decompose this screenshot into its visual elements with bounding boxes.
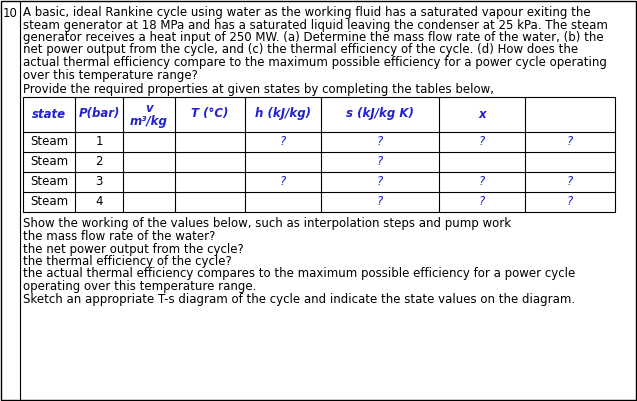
Text: x: x: [478, 107, 486, 120]
Text: 1: 1: [96, 135, 103, 148]
Bar: [23, 97, 615, 211]
Text: over this temperature range?: over this temperature range?: [23, 69, 198, 81]
Text: 2: 2: [96, 155, 103, 168]
Text: ?: ?: [479, 195, 485, 208]
Text: Steam: Steam: [30, 195, 68, 208]
Text: Steam: Steam: [30, 135, 68, 148]
Text: ?: ?: [567, 175, 573, 188]
Text: ?: ?: [377, 175, 383, 188]
Text: the mass flow rate of the water?: the mass flow rate of the water?: [23, 230, 215, 243]
Text: the actual thermal efficiency compares to the maximum possible efficiency for a : the actual thermal efficiency compares t…: [23, 267, 575, 281]
Text: actual thermal efficiency compare to the maximum possible efficiency for a power: actual thermal efficiency compare to the…: [23, 56, 607, 69]
Text: 3: 3: [96, 175, 103, 188]
Text: v: v: [145, 103, 153, 115]
Text: steam generator at 18 MPa and has a saturated liquid leaving the condenser at 25: steam generator at 18 MPa and has a satu…: [23, 18, 608, 32]
Text: ?: ?: [377, 155, 383, 168]
Text: 10: 10: [3, 7, 18, 20]
Text: m³/kg: m³/kg: [130, 115, 168, 128]
Text: ?: ?: [479, 175, 485, 188]
Text: operating over this temperature range.: operating over this temperature range.: [23, 280, 256, 293]
Text: the thermal efficiency of the cycle?: the thermal efficiency of the cycle?: [23, 255, 232, 268]
Text: ?: ?: [377, 195, 383, 208]
Text: P(bar): P(bar): [78, 107, 120, 120]
Text: ?: ?: [479, 135, 485, 148]
Text: ?: ?: [567, 195, 573, 208]
Text: T (°C): T (°C): [191, 107, 229, 120]
Text: h (kJ/kg): h (kJ/kg): [255, 107, 311, 120]
Text: the net power output from the cycle?: the net power output from the cycle?: [23, 243, 244, 255]
Text: state: state: [32, 107, 66, 120]
Text: ?: ?: [377, 135, 383, 148]
Text: Show the working of the values below, such as interpolation steps and pump work: Show the working of the values below, su…: [23, 217, 511, 231]
Text: ?: ?: [280, 175, 286, 188]
Text: generator receives a heat input of 250 MW. (a) Determine the mass flow rate of t: generator receives a heat input of 250 M…: [23, 31, 604, 44]
Text: ?: ?: [280, 135, 286, 148]
Text: Steam: Steam: [30, 175, 68, 188]
Text: Steam: Steam: [30, 155, 68, 168]
Text: net power output from the cycle, and (c) the thermal efficiency of the cycle. (d: net power output from the cycle, and (c)…: [23, 43, 578, 57]
Text: 4: 4: [96, 195, 103, 208]
Text: Sketch an appropriate T-s diagram of the cycle and indicate the state values on : Sketch an appropriate T-s diagram of the…: [23, 292, 575, 306]
Text: Provide the required properties at given states by completing the tables below,: Provide the required properties at given…: [23, 83, 494, 96]
Text: s (kJ/kg K): s (kJ/kg K): [346, 107, 414, 120]
Text: A basic, ideal Rankine cycle using water as the working fluid has a saturated va: A basic, ideal Rankine cycle using water…: [23, 6, 590, 19]
Text: ?: ?: [567, 135, 573, 148]
